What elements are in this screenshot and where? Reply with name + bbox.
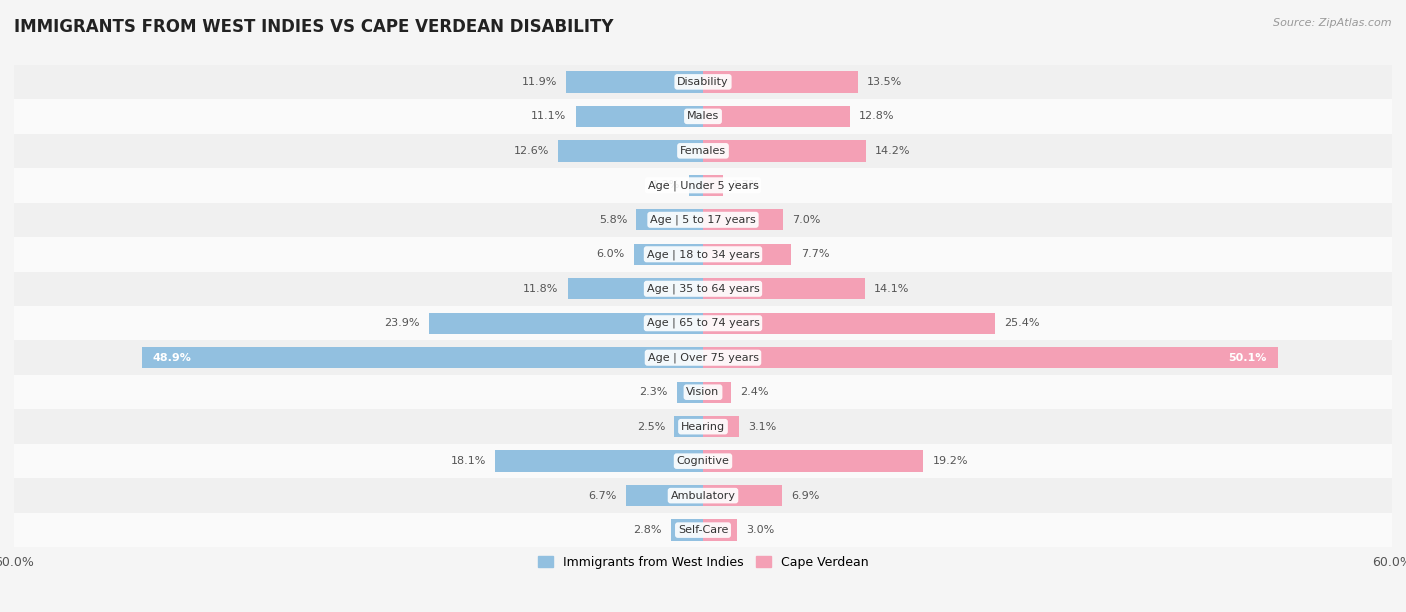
Text: IMMIGRANTS FROM WEST INDIES VS CAPE VERDEAN DISABILITY: IMMIGRANTS FROM WEST INDIES VS CAPE VERD… xyxy=(14,18,613,36)
Text: 6.7%: 6.7% xyxy=(589,491,617,501)
FancyBboxPatch shape xyxy=(14,513,1392,547)
Text: Age | 18 to 34 years: Age | 18 to 34 years xyxy=(647,249,759,259)
Bar xyxy=(703,485,782,506)
Bar xyxy=(626,485,703,506)
Bar xyxy=(567,71,703,92)
Bar xyxy=(637,209,703,231)
FancyBboxPatch shape xyxy=(14,340,1392,375)
Text: Ambulatory: Ambulatory xyxy=(671,491,735,501)
FancyBboxPatch shape xyxy=(14,237,1392,272)
Text: 14.1%: 14.1% xyxy=(875,284,910,294)
Text: Age | Under 5 years: Age | Under 5 years xyxy=(648,180,758,190)
Text: 12.6%: 12.6% xyxy=(513,146,550,156)
Text: 19.2%: 19.2% xyxy=(932,456,969,466)
Text: 2.3%: 2.3% xyxy=(640,387,668,397)
Text: 48.9%: 48.9% xyxy=(153,353,191,363)
Bar xyxy=(703,244,792,265)
Text: Hearing: Hearing xyxy=(681,422,725,431)
Bar xyxy=(568,278,703,299)
Bar xyxy=(703,209,783,231)
Text: Vision: Vision xyxy=(686,387,720,397)
Legend: Immigrants from West Indies, Cape Verdean: Immigrants from West Indies, Cape Verdea… xyxy=(533,551,873,574)
Text: Self-Care: Self-Care xyxy=(678,525,728,535)
FancyBboxPatch shape xyxy=(14,65,1392,99)
Bar xyxy=(675,416,703,438)
Text: 2.8%: 2.8% xyxy=(633,525,662,535)
Bar xyxy=(703,71,858,92)
Text: 3.1%: 3.1% xyxy=(748,422,776,431)
Bar xyxy=(703,347,1278,368)
Text: 1.7%: 1.7% xyxy=(731,181,761,190)
Bar xyxy=(703,174,723,196)
FancyBboxPatch shape xyxy=(14,133,1392,168)
Text: 7.7%: 7.7% xyxy=(800,249,830,259)
Text: 2.4%: 2.4% xyxy=(740,387,768,397)
Text: 6.9%: 6.9% xyxy=(792,491,820,501)
Bar xyxy=(703,520,738,541)
FancyBboxPatch shape xyxy=(14,409,1392,444)
FancyBboxPatch shape xyxy=(14,479,1392,513)
Bar xyxy=(495,450,703,472)
Bar xyxy=(703,140,866,162)
Text: 11.1%: 11.1% xyxy=(531,111,567,121)
Text: 11.8%: 11.8% xyxy=(523,284,558,294)
Text: 23.9%: 23.9% xyxy=(384,318,419,328)
Text: 6.0%: 6.0% xyxy=(596,249,624,259)
Text: 14.2%: 14.2% xyxy=(875,146,911,156)
Text: 13.5%: 13.5% xyxy=(868,77,903,87)
FancyBboxPatch shape xyxy=(14,203,1392,237)
Text: Age | 65 to 74 years: Age | 65 to 74 years xyxy=(647,318,759,329)
Bar xyxy=(703,106,851,127)
Bar xyxy=(703,450,924,472)
Text: 18.1%: 18.1% xyxy=(450,456,486,466)
FancyBboxPatch shape xyxy=(14,168,1392,203)
Text: Age | 5 to 17 years: Age | 5 to 17 years xyxy=(650,215,756,225)
Text: Males: Males xyxy=(688,111,718,121)
Text: 2.5%: 2.5% xyxy=(637,422,665,431)
Bar xyxy=(703,278,865,299)
Bar xyxy=(429,313,703,334)
Text: 1.2%: 1.2% xyxy=(651,181,681,190)
Text: Source: ZipAtlas.com: Source: ZipAtlas.com xyxy=(1274,18,1392,28)
FancyBboxPatch shape xyxy=(14,444,1392,479)
Text: 25.4%: 25.4% xyxy=(1004,318,1039,328)
Text: 3.0%: 3.0% xyxy=(747,525,775,535)
Text: 12.8%: 12.8% xyxy=(859,111,894,121)
Bar xyxy=(575,106,703,127)
Bar xyxy=(703,381,731,403)
Text: 5.8%: 5.8% xyxy=(599,215,627,225)
Bar xyxy=(676,381,703,403)
Bar xyxy=(142,347,703,368)
Text: 7.0%: 7.0% xyxy=(793,215,821,225)
Text: Females: Females xyxy=(681,146,725,156)
Text: Age | 35 to 64 years: Age | 35 to 64 years xyxy=(647,283,759,294)
FancyBboxPatch shape xyxy=(14,375,1392,409)
Bar xyxy=(634,244,703,265)
FancyBboxPatch shape xyxy=(14,272,1392,306)
Bar xyxy=(671,520,703,541)
Text: Cognitive: Cognitive xyxy=(676,456,730,466)
Text: 50.1%: 50.1% xyxy=(1229,353,1267,363)
Bar xyxy=(558,140,703,162)
Text: 11.9%: 11.9% xyxy=(522,77,557,87)
Text: Age | Over 75 years: Age | Over 75 years xyxy=(648,353,758,363)
Bar xyxy=(703,313,994,334)
Text: Disability: Disability xyxy=(678,77,728,87)
Bar xyxy=(689,174,703,196)
Bar xyxy=(703,416,738,438)
FancyBboxPatch shape xyxy=(14,99,1392,133)
FancyBboxPatch shape xyxy=(14,306,1392,340)
